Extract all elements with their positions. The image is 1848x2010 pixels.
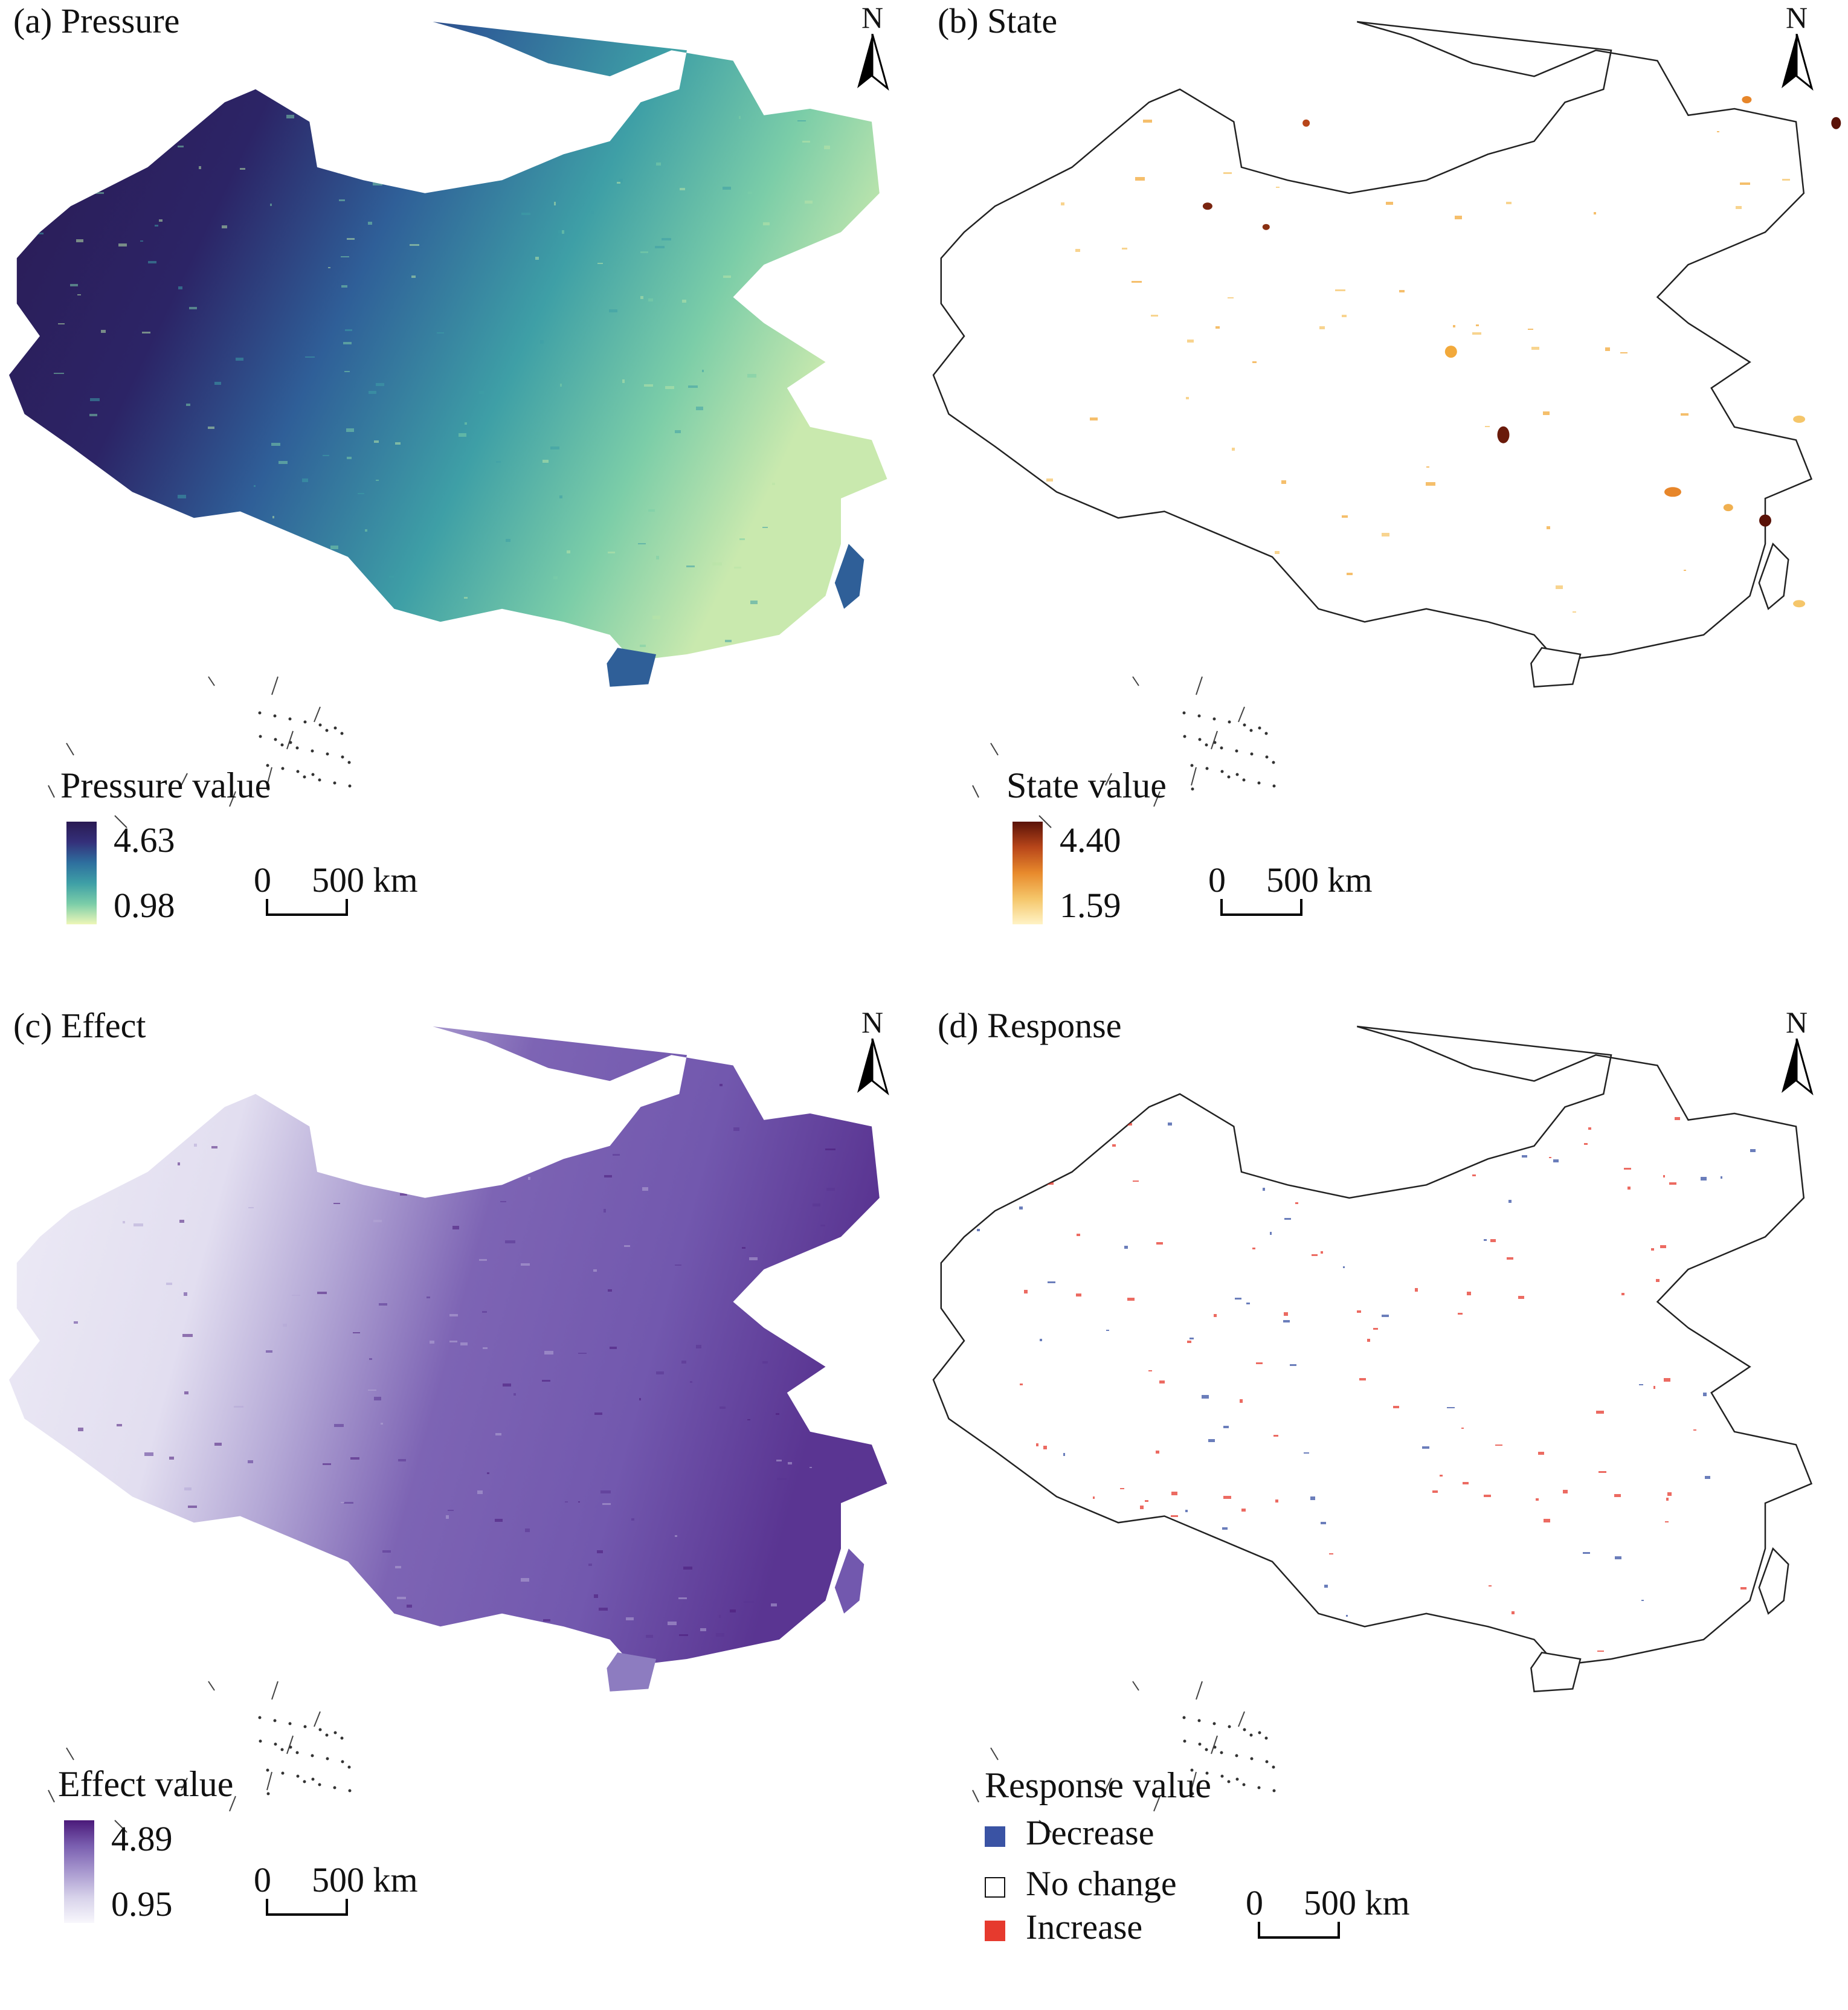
legend-title: Effect value (58, 1764, 234, 1804)
north-arrow: N (1769, 1007, 1824, 1104)
south-china-sea-islands (972, 676, 1276, 828)
legend-item-label: Decrease (1026, 1813, 1154, 1852)
legend-colorbar (66, 822, 97, 924)
legend-title: Response value (985, 1765, 1211, 1805)
increase-swatch (985, 1920, 1005, 1941)
south-china-sea-islands (48, 676, 352, 828)
panel-title: (d) Response (938, 1006, 1122, 1045)
panel-title: (c) Effect (13, 1006, 146, 1045)
north-arrow-icon (857, 34, 889, 91)
legend-title: State value (1006, 765, 1167, 805)
legend-item-increase: Increase (985, 1910, 1142, 1945)
scale-distance: 500 km (1304, 1883, 1410, 1922)
panel-title: (b) State (938, 1, 1058, 40)
hainan-island (607, 1652, 656, 1692)
taiwan-island (834, 1548, 864, 1614)
china-map (9, 1026, 887, 1666)
scale-bar: 0 500 km (254, 863, 453, 917)
scale-zero: 0 (254, 1860, 271, 1899)
taiwan-island (834, 544, 864, 609)
decrease-swatch (985, 1826, 1005, 1847)
legend-item-no-change: No change (985, 1866, 1177, 1901)
panel-title: (a) Pressure (13, 1, 180, 40)
legend-min-value: 1.59 (1060, 886, 1121, 925)
hainan-island (1530, 646, 1582, 688)
scale-distance: 500 km (312, 860, 418, 900)
legend-item-label: Increase (1026, 1907, 1143, 1947)
map-canvas (932, 1025, 1813, 1833)
legend-max-value: 4.40 (1060, 820, 1121, 860)
north-label: N (1785, 1, 1808, 34)
china-map (932, 21, 1813, 662)
legend-item-decrease: Decrease (985, 1815, 1154, 1851)
map-canvas (9, 1026, 887, 1833)
map-panel-state: (b) State N State value 4.40 1.59 0 500 … (924, 0, 1848, 1005)
legend: Pressure value 4.63 0.98 (60, 765, 271, 924)
legend: Response value Decrease No change Increa… (985, 1765, 1211, 1945)
legend-colorbar (64, 1820, 94, 1923)
legend: State value 4.40 1.59 (1006, 765, 1167, 924)
legend-item-label: No change (1026, 1864, 1177, 1903)
legend-min-value: 0.95 (111, 1884, 173, 1924)
south-china-sea-islands (48, 1681, 352, 1833)
state-hotspots (1202, 96, 1841, 608)
north-arrow-icon (1782, 34, 1814, 91)
north-arrow: N (1769, 2, 1824, 99)
scale-bar: 0 500 km (254, 1863, 453, 1917)
map-canvas (932, 21, 1841, 828)
legend-colorbar (1013, 822, 1043, 924)
scale-bar: 0 500 km (1246, 1886, 1445, 1940)
north-label: N (861, 1005, 884, 1039)
north-arrow-icon (1782, 1039, 1814, 1096)
legend-max-value: 4.89 (111, 1819, 173, 1858)
map-panel-pressure: (a) Pressure N Pressure value 4.63 0.98 … (0, 0, 924, 1005)
scale-zero: 0 (1208, 860, 1226, 900)
hainan-island (1530, 1651, 1582, 1693)
hainan-island (607, 648, 656, 687)
no-change-swatch (985, 1876, 1005, 1898)
scale-distance: 500 km (312, 1860, 418, 1899)
legend-max-value: 4.63 (114, 820, 175, 860)
scale-bar: 0 500 km (1208, 863, 1408, 917)
map-panel-response: (d) Response N Response value Decrease N… (924, 1005, 1848, 2009)
north-label: N (1785, 1005, 1808, 1039)
scale-zero: 0 (1246, 1883, 1263, 1922)
scale-distance: 500 km (1266, 860, 1373, 900)
taiwan-island (1758, 1547, 1789, 1615)
china-map (932, 1025, 1813, 1667)
map-panel-effect: (c) Effect N Effect value 4.89 0.95 0 50… (0, 1005, 924, 2009)
north-arrow-icon (857, 1039, 889, 1096)
map-canvas (9, 22, 887, 828)
china-map (9, 22, 887, 661)
legend-min-value: 0.98 (114, 886, 175, 925)
scale-zero: 0 (254, 860, 271, 900)
legend-title: Pressure value (60, 765, 271, 805)
legend: Effect value 4.89 0.95 (58, 1764, 234, 1923)
north-label: N (861, 1, 884, 34)
south-china-sea-islands (972, 1681, 1276, 1833)
north-arrow: N (845, 1007, 900, 1104)
taiwan-island (1758, 543, 1789, 610)
north-arrow: N (845, 2, 900, 99)
